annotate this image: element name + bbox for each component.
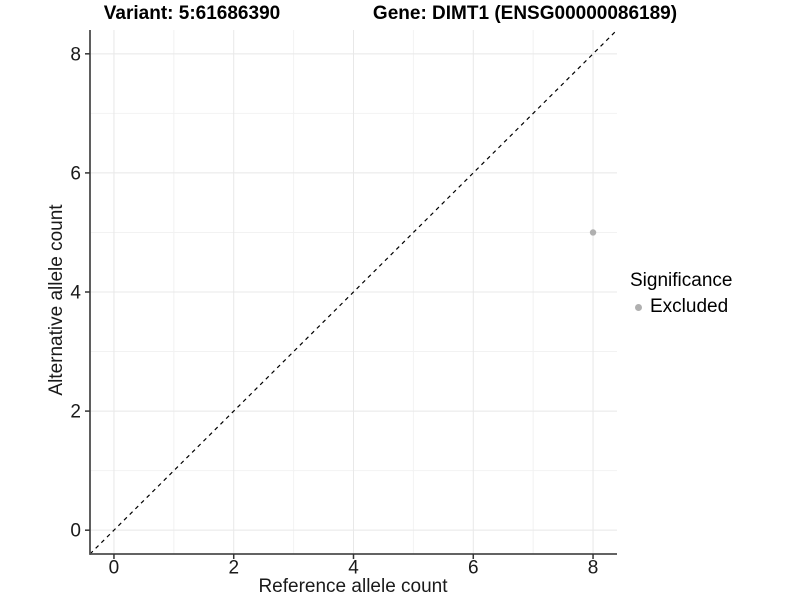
legend-item: Excluded xyxy=(630,296,732,318)
x-tick-label: 4 xyxy=(348,558,359,579)
x-tick-label: 2 xyxy=(228,558,239,579)
plot-title-variant: Variant: 5:61686390 xyxy=(103,3,281,24)
x-tick-label: 0 xyxy=(109,558,120,579)
y-tick-label: 0 xyxy=(70,521,81,542)
x-tick-label: 6 xyxy=(468,558,479,579)
x-axis-title: Reference allele count xyxy=(258,576,448,597)
legend-swatch-dot-icon xyxy=(635,303,642,311)
data-point xyxy=(589,229,597,236)
y-tick-label: 8 xyxy=(70,44,81,65)
legend-item-label: Excluded xyxy=(650,296,729,317)
legend: Significance Excluded xyxy=(630,270,732,318)
y-tick-label: 6 xyxy=(70,163,81,184)
legend-items: Excluded xyxy=(630,296,732,318)
x-tick-label: 8 xyxy=(588,558,599,579)
y-tick-label: 2 xyxy=(70,402,81,423)
plot-title-gene: Gene: DIMT1 (ENSG00000086189) xyxy=(372,3,678,24)
y-tick-label: 4 xyxy=(70,283,81,304)
identity-reference-line xyxy=(89,29,618,555)
y-axis-title: Alternative allele count xyxy=(46,204,67,396)
legend-title: Significance xyxy=(630,270,733,291)
